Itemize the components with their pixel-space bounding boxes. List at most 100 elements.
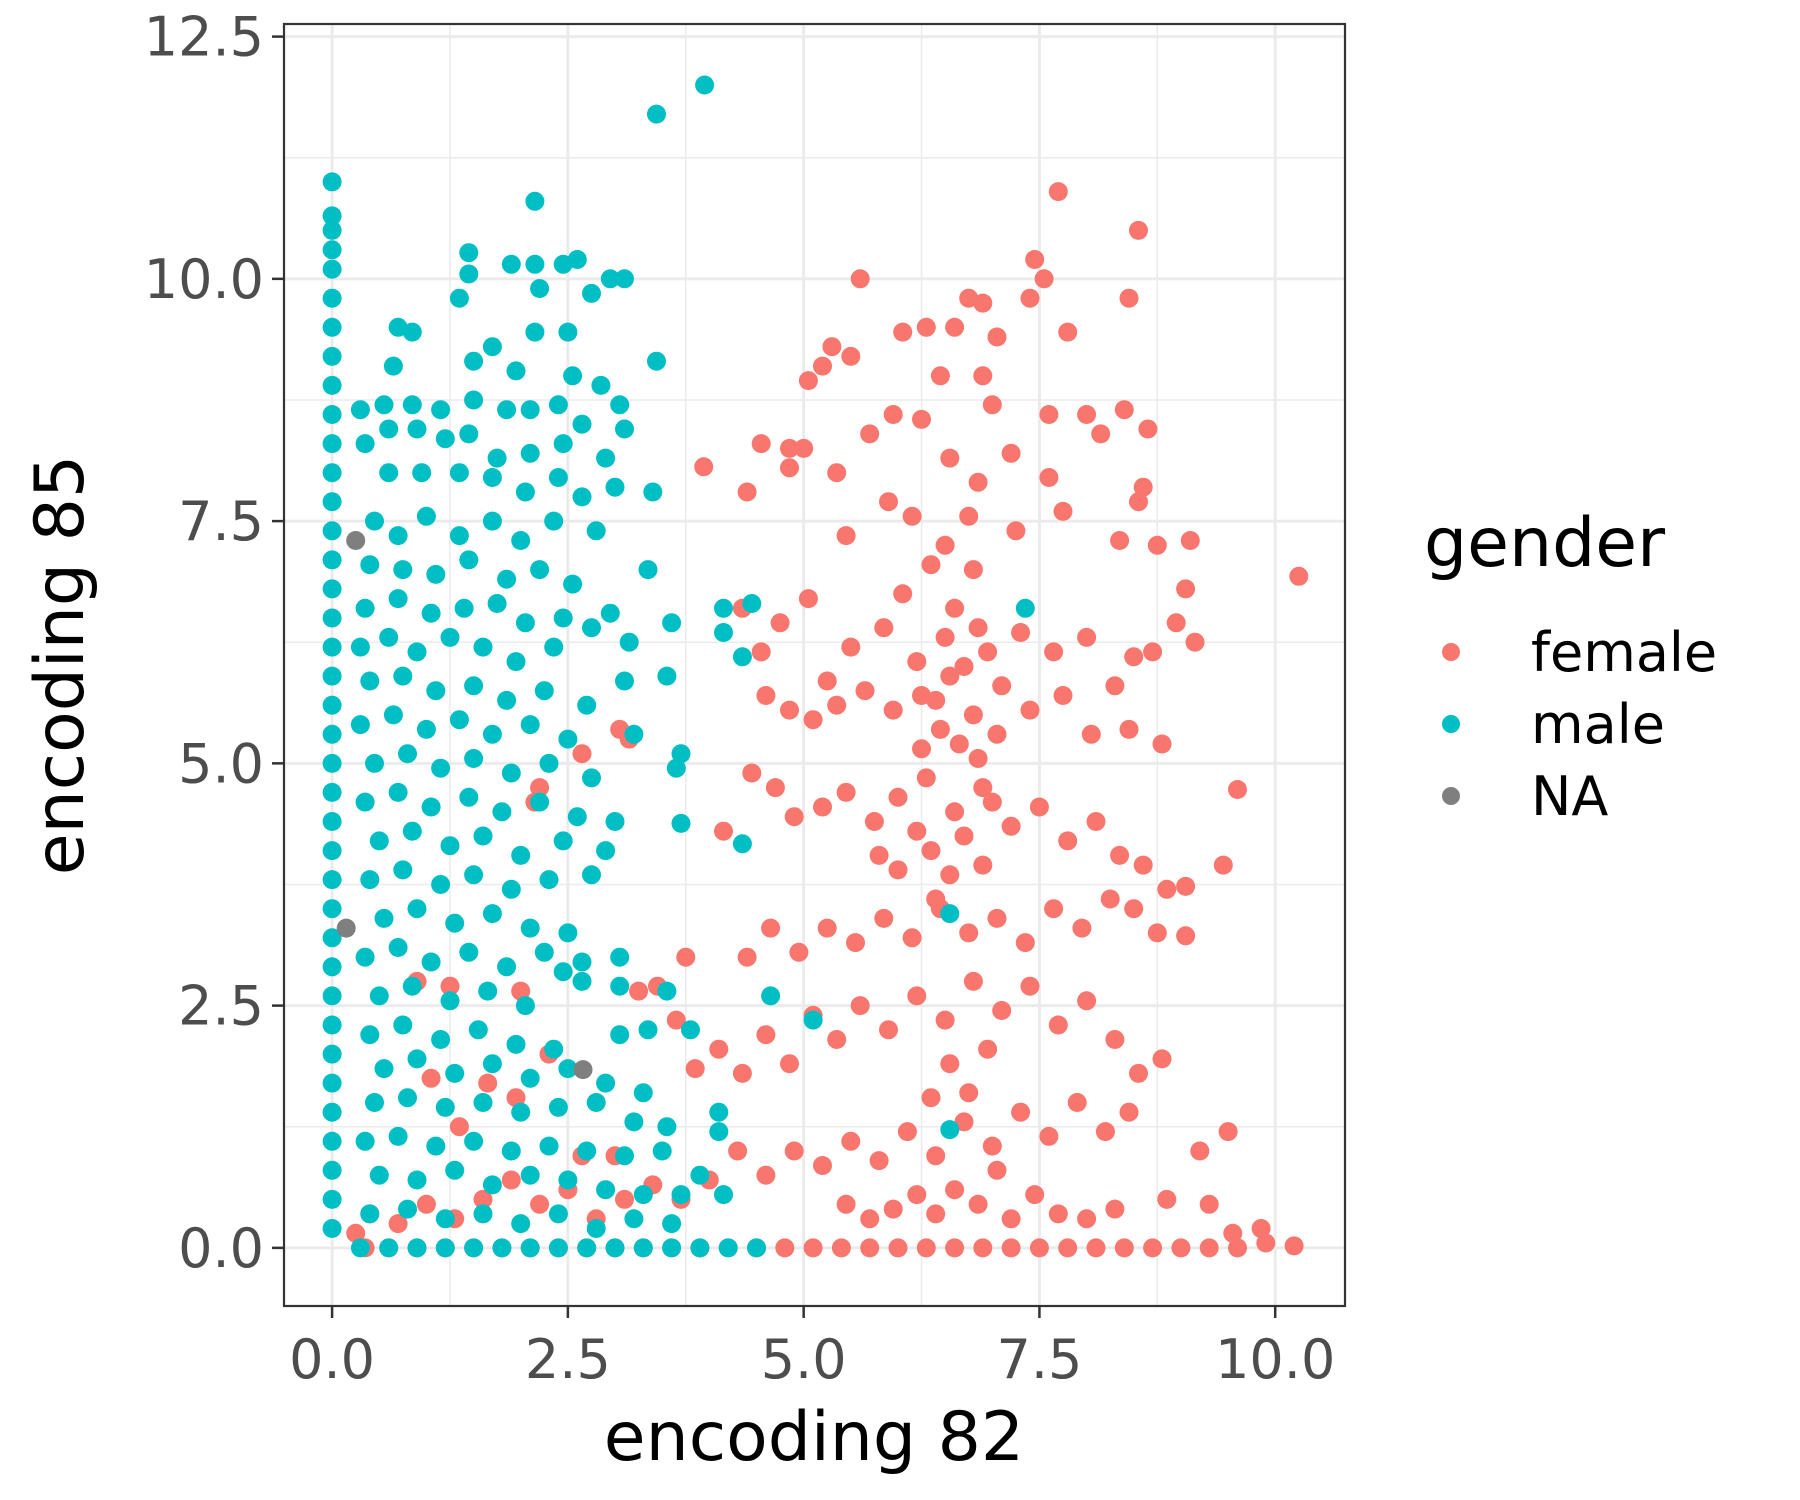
point-female <box>968 749 988 768</box>
point-female <box>841 637 861 657</box>
point-female <box>982 792 1002 812</box>
point-male <box>544 511 564 531</box>
point-female <box>473 1189 493 1209</box>
point-female <box>709 1039 729 1059</box>
point-male <box>506 1034 526 1054</box>
point-male <box>520 1068 540 1088</box>
point-female <box>982 395 1002 415</box>
point-male <box>365 511 384 531</box>
point-female <box>888 787 908 807</box>
point-male <box>709 1102 729 1122</box>
point-female <box>1185 632 1205 652</box>
point-female <box>978 1039 998 1059</box>
point-male <box>478 981 498 1001</box>
point-male <box>322 782 342 802</box>
point-male <box>449 526 469 546</box>
point-female <box>888 860 908 880</box>
point-female <box>860 1209 880 1229</box>
point-female <box>737 482 757 502</box>
point-male <box>558 923 578 943</box>
point-male <box>322 870 342 890</box>
point-male <box>666 758 686 778</box>
point-male <box>322 550 342 570</box>
point-male <box>322 724 342 744</box>
point-female <box>949 734 969 754</box>
point-female <box>1067 1093 1087 1112</box>
point-female <box>935 627 955 647</box>
point-female <box>1218 1122 1238 1142</box>
point-female <box>907 821 927 841</box>
point-female <box>963 971 983 991</box>
point-male <box>530 792 550 812</box>
point-female <box>860 424 880 444</box>
point-female <box>874 618 894 638</box>
point-female <box>770 613 790 633</box>
y-tick-label: 10.0 <box>144 248 264 311</box>
point-male <box>431 1030 451 1049</box>
point-male <box>388 526 408 546</box>
point-female <box>737 947 757 967</box>
point-male <box>534 942 554 962</box>
point-male <box>615 419 634 439</box>
x-tick-label: 5.0 <box>761 1328 847 1391</box>
point-male <box>482 724 502 744</box>
point-male <box>563 574 583 594</box>
point-female <box>850 269 870 289</box>
point-male <box>412 463 432 483</box>
point-male <box>322 986 342 1006</box>
point-female <box>1199 1194 1219 1214</box>
point-female <box>1213 855 1233 875</box>
point-female <box>784 1141 804 1161</box>
point-female <box>959 506 979 526</box>
point-female <box>879 492 898 512</box>
point-male <box>445 1063 465 1083</box>
point-female <box>1199 1238 1219 1258</box>
point-male <box>586 521 606 541</box>
point-female <box>968 472 988 492</box>
point-male <box>501 763 521 783</box>
point-male <box>544 1039 564 1059</box>
point-male <box>379 463 399 483</box>
point-female <box>530 778 550 798</box>
point-female <box>1119 1102 1139 1122</box>
point-male <box>619 632 639 652</box>
point-female <box>987 1160 1007 1180</box>
point-female <box>1124 899 1144 919</box>
point-female <box>879 1020 898 1040</box>
point-female <box>1114 400 1134 420</box>
point-female <box>1110 531 1130 550</box>
point-female <box>1157 1189 1177 1209</box>
point-male <box>605 477 625 497</box>
point-male <box>440 627 460 647</box>
point-female <box>676 947 696 967</box>
point-male <box>657 1117 677 1137</box>
point-female <box>850 996 870 1016</box>
point-female <box>803 710 823 730</box>
point-male <box>322 206 342 226</box>
point-female <box>478 1073 498 1093</box>
series-na-points <box>336 531 593 1080</box>
point-female <box>1190 1141 1210 1161</box>
point-female <box>798 371 818 391</box>
point-female <box>798 589 818 609</box>
point-female <box>982 1136 1002 1156</box>
point-male <box>671 1185 691 1205</box>
point-female <box>907 652 927 672</box>
point-female <box>817 918 837 938</box>
point-male <box>633 1238 653 1258</box>
point-female <box>1105 1199 1125 1219</box>
point-female <box>756 1165 776 1185</box>
y-tick-label: 7.5 <box>178 490 264 553</box>
point-male <box>322 753 342 773</box>
point-female <box>1029 1238 1049 1258</box>
point-na <box>346 531 366 550</box>
point-male <box>365 1093 384 1112</box>
point-male <box>482 1054 502 1074</box>
legend-key-male <box>1442 715 1460 733</box>
point-female <box>813 1156 832 1175</box>
point-female <box>831 1238 851 1258</box>
point-male <box>501 254 521 274</box>
point-male <box>355 947 375 967</box>
point-female <box>992 676 1012 696</box>
point-female <box>1086 1238 1106 1258</box>
